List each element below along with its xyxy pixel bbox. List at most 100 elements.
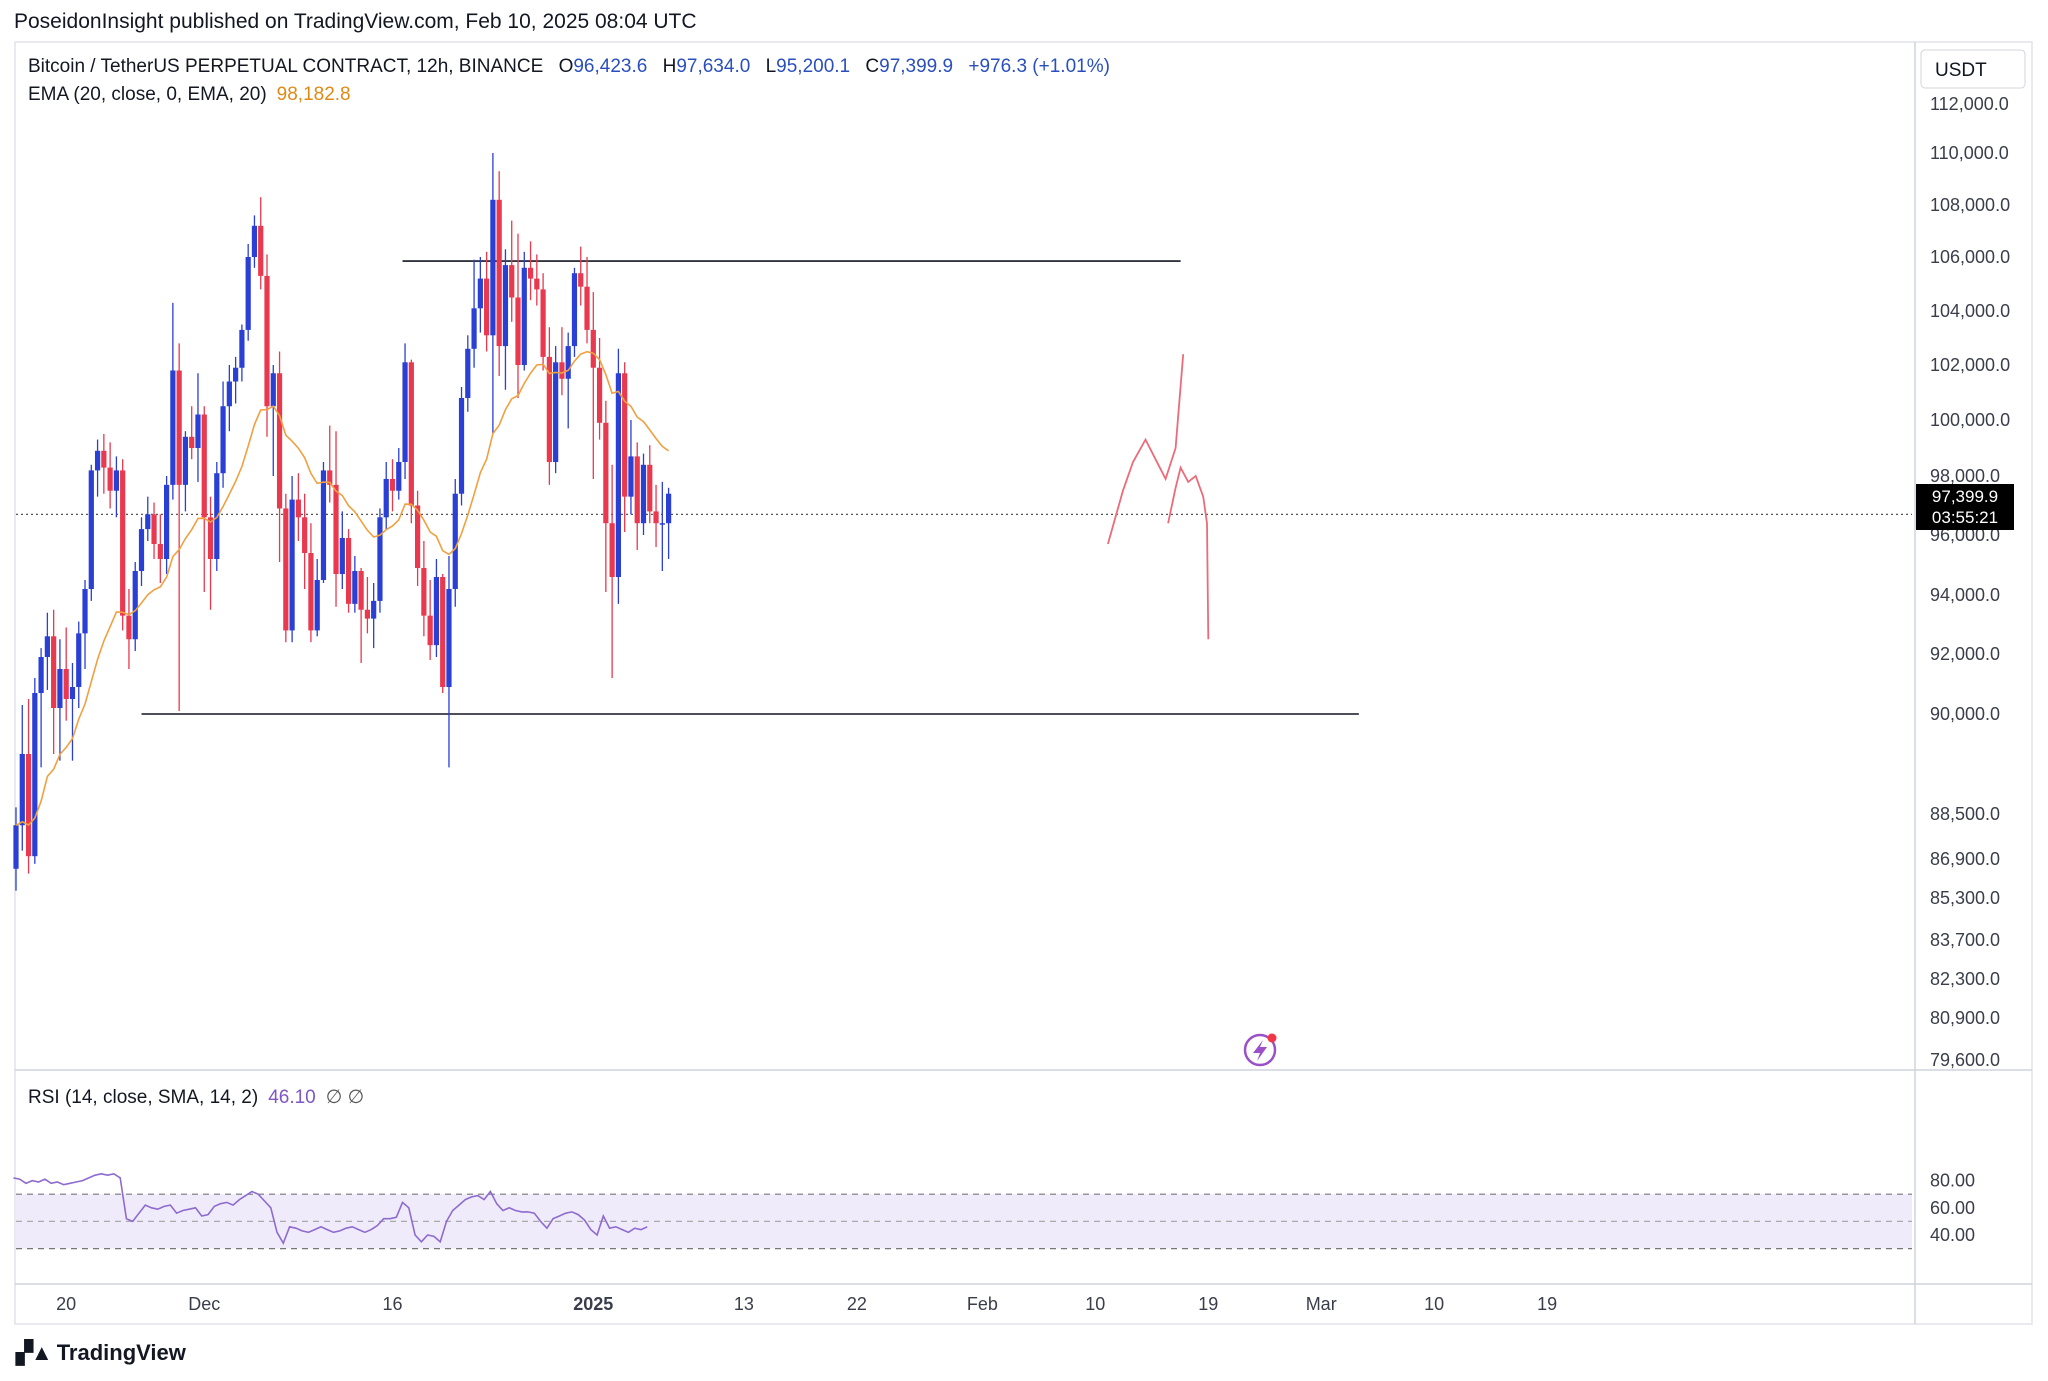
candle — [458, 387, 465, 506]
candle — [540, 273, 546, 371]
candle — [515, 233, 521, 398]
currency-label: USDT — [1935, 60, 1987, 81]
candle — [628, 420, 634, 515]
candle — [113, 456, 119, 518]
time-tick-label: 19 — [1198, 1294, 1218, 1314]
candle — [270, 365, 276, 476]
candle — [276, 351, 283, 562]
support-resistance-lines[interactable] — [141, 260, 1359, 715]
current-price-value: 97,399.9 — [1932, 487, 1998, 506]
candle — [496, 171, 502, 376]
candle — [383, 462, 389, 530]
candle — [320, 462, 327, 583]
price-tick-label: 88,500.0 — [1930, 804, 2000, 824]
candle — [170, 302, 176, 500]
candle — [302, 493, 308, 589]
bar-countdown: 03:55:21 — [1932, 508, 1998, 527]
rsi-value: 46.10 — [268, 1087, 316, 1108]
rsi-extra-values: ∅ ∅ — [325, 1087, 365, 1108]
low-label: L — [765, 56, 777, 77]
price-tick-label: 86,900.0 — [1930, 849, 2000, 869]
ema-label[interactable]: EMA (20, close, 0, EMA, 20) — [28, 84, 267, 105]
candle — [640, 453, 647, 535]
candle — [484, 251, 490, 352]
candle — [101, 434, 107, 494]
rsi-axis: 40.00 60.00 80.00 — [1930, 1171, 1975, 1245]
time-tick-label: Feb — [967, 1294, 998, 1314]
tradingview-brand[interactable]: ▞▲ TradingView — [16, 1340, 186, 1366]
candle — [51, 609, 57, 754]
candle — [251, 215, 258, 268]
candle — [553, 346, 559, 474]
candle — [427, 580, 433, 660]
candle — [446, 556, 452, 768]
candle — [377, 508, 383, 613]
time-tick-label: 20 — [56, 1294, 76, 1314]
symbol-title[interactable]: Bitcoin / TetherUS PERPETUAL CONTRACT, 1… — [28, 56, 544, 77]
candle — [264, 254, 270, 437]
candle — [571, 267, 578, 357]
candlestick-series — [13, 153, 672, 891]
candle — [622, 362, 628, 533]
time-axis[interactable]: 20 Dec 16 2025 13 22 Feb 10 19 Mar 10 19 — [56, 1294, 1557, 1314]
candle — [295, 473, 301, 541]
ema-legend[interactable]: EMA (20, close, 0, EMA, 20) 98,182.8 — [28, 84, 361, 106]
rsi-label[interactable]: RSI (14, close, SMA, 14, 2) — [28, 1087, 259, 1108]
rsi-legend[interactable]: RSI (14, close, SMA, 14, 2) 46.10 ∅ ∅ — [28, 1086, 374, 1109]
candle — [615, 348, 621, 604]
high-label: H — [662, 56, 677, 77]
candle — [13, 807, 19, 891]
candle — [57, 639, 63, 761]
candle — [157, 514, 163, 583]
candle — [647, 445, 653, 524]
current-price-label: 97,399.9 03:55:21 — [1916, 484, 2014, 530]
candle — [38, 648, 44, 768]
candle — [233, 356, 239, 404]
ema-value: 98,182.8 — [276, 84, 351, 105]
candle — [220, 381, 226, 488]
candle — [314, 559, 320, 637]
candle — [82, 580, 88, 669]
candle — [596, 338, 603, 440]
candle — [126, 589, 132, 669]
candle — [659, 481, 665, 571]
change-value: +976.3 (+1.01%) — [968, 56, 1110, 77]
price-axis[interactable]: 79,600.0 80,900.0 82,300.0 83,700.0 85,300.0… — [1930, 94, 2010, 1070]
rsi-line — [13, 1172, 648, 1246]
candle — [396, 448, 402, 500]
candle — [164, 476, 170, 574]
candle — [415, 490, 421, 586]
close-label: C — [865, 56, 880, 77]
price-tick-label: 85,300.0 — [1930, 888, 2000, 908]
candle — [283, 493, 289, 643]
candle — [666, 487, 672, 559]
publisher-caption: PoseidonInsight published on TradingView… — [14, 10, 697, 33]
candle — [364, 577, 370, 634]
price-tick-label: 94,000.0 — [1930, 585, 2000, 605]
candle — [327, 425, 333, 503]
candle — [534, 254, 540, 306]
rsi-tick-label: 60.00 — [1930, 1198, 1975, 1218]
candle — [584, 257, 590, 344]
candle — [88, 464, 94, 601]
candle — [245, 244, 251, 341]
time-tick-label: Dec — [188, 1294, 220, 1314]
candle — [565, 332, 571, 429]
price-tick-label: 112,000.0 — [1930, 94, 2009, 114]
candle — [634, 442, 640, 550]
candle — [559, 327, 565, 396]
price-tick-label: 79,600.0 — [1930, 1050, 2000, 1070]
lightning-icon[interactable] — [1243, 1033, 1277, 1067]
candle — [352, 556, 358, 613]
candle — [69, 663, 76, 761]
projection-drawing[interactable] — [1107, 354, 1210, 640]
time-tick-label: 10 — [1424, 1294, 1444, 1314]
currency-box[interactable] — [1920, 49, 2026, 89]
main-legend[interactable]: Bitcoin / TetherUS PERPETUAL CONTRACT, 1… — [28, 56, 1120, 78]
price-tick-label: 104,000.0 — [1930, 301, 2010, 321]
candle — [452, 478, 458, 607]
candle — [151, 502, 157, 559]
candle — [440, 574, 446, 693]
time-tick-label: 2025 — [573, 1294, 613, 1314]
